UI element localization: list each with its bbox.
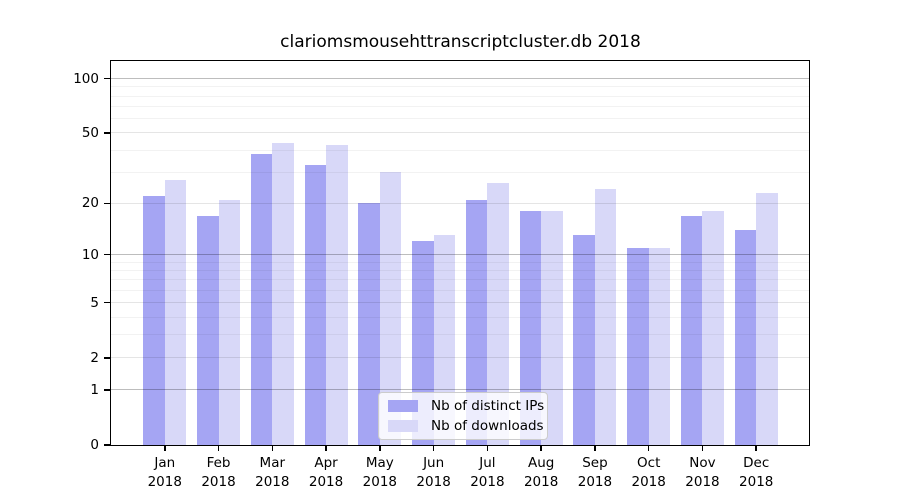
gridline-minor [111,118,810,120]
legend-label-distinct-ips: Nb of distinct IPs [431,398,545,415]
bar-downloads [594,189,617,445]
legend-swatch-distinct-ips [388,400,418,413]
gridline-major [111,389,810,391]
x-tick-label: Aug 2018 [523,455,559,490]
bar-distinct-ips [465,199,488,445]
y-tick [104,77,110,80]
x-tick-label: Apr 2018 [308,455,344,490]
x-tick-label: Oct 2018 [631,455,666,490]
legend-item-distinct-ips: Nb of distinct IPs [388,398,544,414]
y-tick-label: 5 [90,294,99,311]
x-tick-label: Mar 2018 [255,455,290,490]
gridline-minor [111,316,810,318]
y-tick-label: 100 [73,70,99,87]
bar-distinct-ips [197,215,219,445]
bar-distinct-ips [358,203,380,445]
gridline-minor [111,149,810,151]
gridline-mid [111,132,810,134]
gridline-minor [111,106,810,108]
y-tick-label: 20 [81,195,99,212]
x-tick [217,445,220,451]
x-tick [432,445,435,451]
gridline-mid [111,302,810,304]
x-tick [271,445,274,451]
gridline-minor [111,86,810,88]
bar-downloads [487,183,509,445]
gridline-minor [111,289,810,291]
bar-distinct-ips [627,247,649,445]
y-tick [104,444,110,446]
bar-distinct-ips [734,229,757,445]
gridline-minor [111,261,810,263]
x-tick-label: Sep 2018 [577,455,613,490]
x-tick-label: Feb 2018 [201,455,236,490]
x-tick [540,445,542,451]
y-tick-label: 0 [90,437,99,453]
x-tick [647,445,650,451]
x-tick [486,445,489,451]
x-tick-label: Jan 2018 [147,455,182,490]
bar-downloads [218,199,241,445]
bar-distinct-ips [143,196,165,445]
bar-distinct-ips [573,235,595,445]
y-tick-label: 1 [90,381,99,398]
x-tick-label: May 2018 [362,455,398,490]
bar-downloads [164,180,187,445]
y-tick-label: 2 [90,349,99,366]
legend-label-downloads: Nb of downloads [431,417,544,434]
bar-downloads [756,192,778,445]
y-tick [104,301,110,304]
gridline-minor [111,334,810,336]
bar-distinct-ips [250,154,273,445]
gridline-major [111,254,810,256]
bar-downloads [702,211,724,445]
y-tick-label: 50 [81,124,99,141]
y-tick-label: 10 [81,246,99,263]
bar-distinct-ips [304,165,327,445]
y-tick [104,357,110,359]
y-tick [104,253,110,256]
bar-downloads [541,211,563,445]
gridline-minor [111,171,810,173]
chart-title: clariomsmousehttranscriptcluster.db 2018 [280,32,641,52]
gridline-major [111,78,810,80]
bar-distinct-ips [680,215,703,445]
x-tick [594,445,596,451]
bar-distinct-ips [519,211,542,445]
x-tick-label: Jul 2018 [470,455,505,490]
x-tick [755,445,757,451]
bar-downloads [648,247,671,445]
y-tick [104,202,110,204]
gridline-mid [111,202,810,204]
gridline-mid [111,357,810,359]
gridline-minor [111,95,810,97]
gridline-minor [111,279,810,281]
y-tick [104,132,110,134]
bar-downloads [326,144,348,445]
x-tick-label: Dec 2018 [739,455,774,490]
x-tick [325,445,327,451]
gridline-minor [111,270,810,272]
bar-downloads [379,172,402,445]
x-tick-label: Nov 2018 [685,455,720,490]
x-tick [701,445,704,451]
x-tick [379,445,381,451]
legend: Nb of distinct IPs Nb of downloads [378,392,548,440]
legend-item-downloads: Nb of downloads [388,418,544,434]
y-tick [104,389,110,391]
bar-downloads [272,142,294,445]
x-tick [164,445,166,451]
legend-swatch-downloads [388,419,418,432]
x-tick-label: Jun 2018 [416,455,451,490]
